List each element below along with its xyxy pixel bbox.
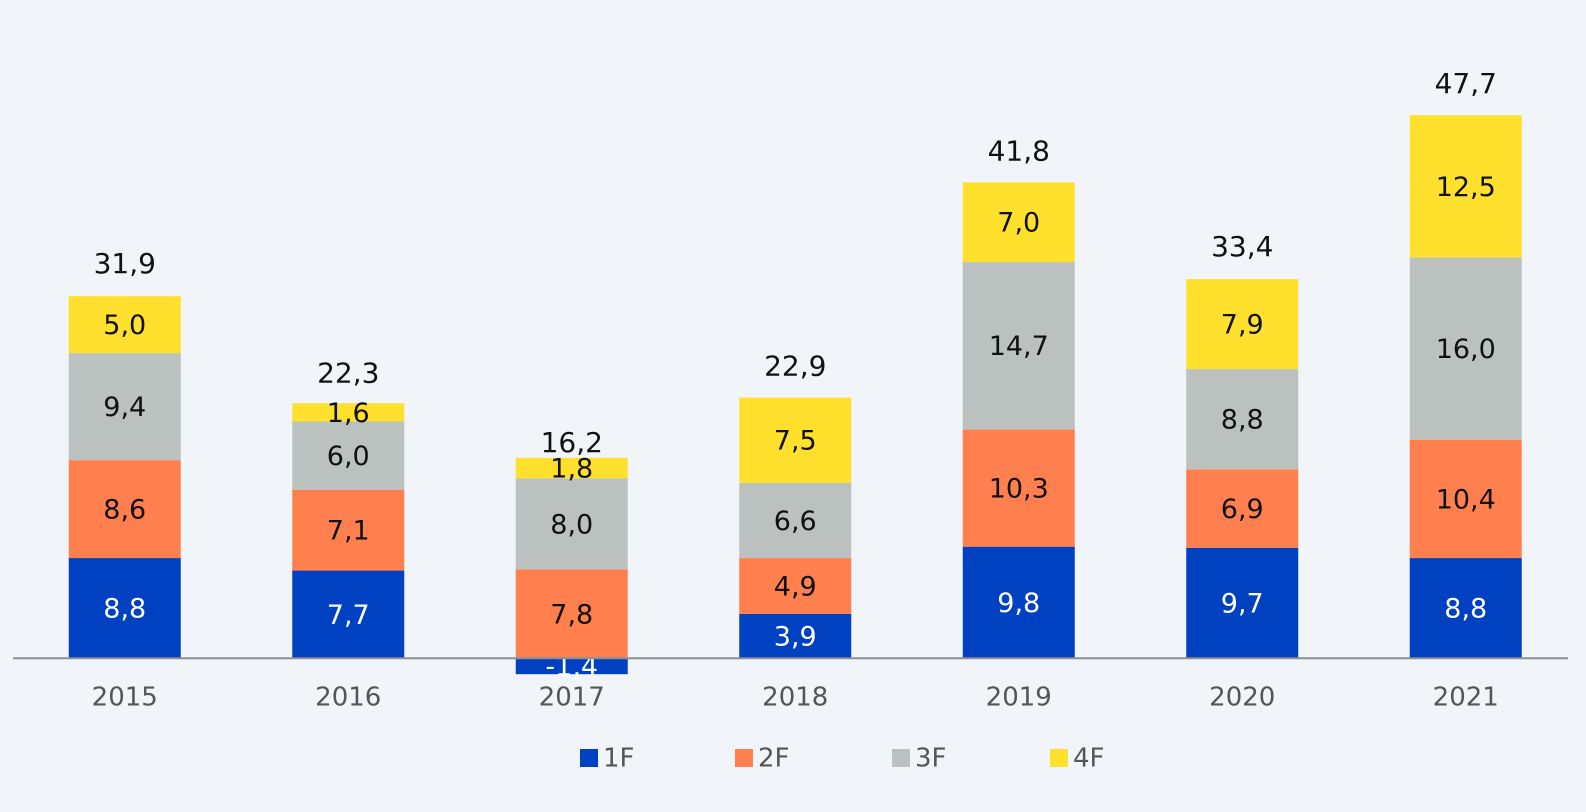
x-tick-label: 2017 — [539, 683, 605, 713]
value-label: 12,5 — [1436, 172, 1496, 203]
value-label: 7,5 — [774, 426, 817, 457]
legend-swatch — [580, 749, 598, 767]
x-tick-label: 2015 — [92, 683, 158, 713]
x-tick-label: 2019 — [986, 683, 1052, 713]
value-label: 1,8 — [550, 454, 593, 485]
value-label: 7,8 — [550, 599, 593, 630]
total-label: 41,8 — [988, 134, 1050, 167]
bar-segment — [739, 558, 852, 614]
value-label: 3,9 — [774, 622, 817, 653]
value-label: 8,8 — [1221, 405, 1264, 436]
total-label: 33,4 — [1211, 230, 1273, 263]
value-label: 7,9 — [1221, 310, 1264, 341]
bar-segment — [1186, 369, 1299, 470]
x-tick-label: 2021 — [1433, 683, 1499, 713]
value-label: 8,8 — [103, 594, 146, 625]
x-tick-label: 2018 — [762, 683, 828, 713]
bar-segment — [68, 353, 181, 461]
bar-segment — [515, 478, 628, 570]
legend-label: 4F — [1073, 744, 1105, 774]
value-label: 9,4 — [103, 392, 146, 423]
bar-segment — [515, 569, 628, 659]
bar-segment — [1409, 558, 1522, 659]
bar-segment — [292, 403, 405, 422]
bar-segment — [739, 397, 852, 483]
legend-swatch — [892, 749, 910, 767]
value-label: 7,1 — [327, 516, 370, 547]
value-label: 1,6 — [327, 398, 370, 429]
value-label: 10,4 — [1436, 484, 1496, 515]
total-label: 22,3 — [317, 356, 379, 389]
legend-label: 1F — [603, 744, 635, 774]
bar-segment — [68, 460, 181, 559]
value-label: 8,0 — [550, 509, 593, 540]
bar-segment — [292, 489, 405, 571]
bar-segment — [962, 182, 1075, 263]
bar-segment — [1409, 439, 1522, 559]
bar-segment — [1409, 257, 1522, 440]
value-label: 7,7 — [327, 600, 370, 631]
bar-segment — [1186, 279, 1299, 370]
x-tick-label: 2020 — [1209, 683, 1275, 713]
bar-segment — [1409, 115, 1522, 258]
total-label: 22,9 — [764, 350, 826, 383]
value-label: 8,6 — [103, 495, 146, 526]
bar-segment — [962, 546, 1075, 659]
bar-segment — [962, 429, 1075, 547]
bar-segment — [515, 658, 628, 675]
bar-segment — [962, 262, 1075, 430]
value-label: 4,9 — [774, 571, 817, 602]
legend-label: 3F — [915, 744, 947, 774]
value-label: 16,0 — [1436, 334, 1496, 365]
bar-segment — [292, 570, 405, 659]
bar-segment — [739, 613, 852, 659]
legend-label: 2F — [758, 744, 790, 774]
bar-segment — [292, 421, 405, 490]
value-label: 5,0 — [103, 310, 146, 341]
value-label: 7,0 — [997, 208, 1040, 239]
bar-segment — [515, 457, 628, 479]
value-label: 9,7 — [1221, 589, 1264, 620]
value-label: 6,9 — [1221, 494, 1264, 525]
total-label: 16,2 — [541, 426, 603, 459]
value-label: 6,6 — [774, 506, 817, 537]
bar-segment — [1186, 547, 1299, 659]
bar-segment — [68, 296, 181, 354]
legend-swatch — [1050, 749, 1068, 767]
value-label: 6,0 — [327, 441, 370, 472]
value-label: 8,8 — [1444, 594, 1487, 625]
total-label: 31,9 — [94, 247, 156, 280]
bar-segment — [68, 558, 181, 659]
value-label: 9,8 — [997, 588, 1040, 619]
total-label: 47,7 — [1435, 67, 1497, 100]
x-tick-label: 2016 — [315, 683, 381, 713]
bar-segment — [739, 482, 852, 559]
legend-swatch — [735, 749, 753, 767]
value-label: 14,7 — [989, 331, 1049, 362]
value-label: 10,3 — [989, 474, 1049, 505]
bar-segment — [1186, 469, 1299, 548]
